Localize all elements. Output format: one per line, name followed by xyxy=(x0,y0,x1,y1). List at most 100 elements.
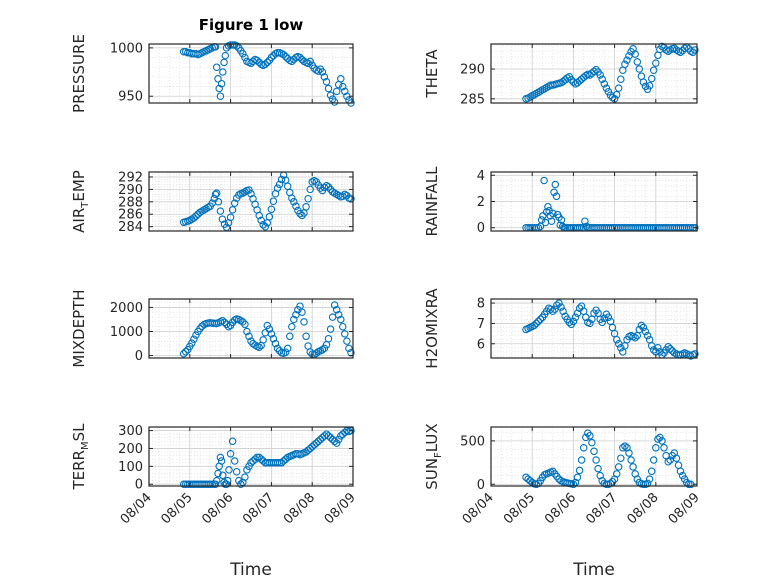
data-point xyxy=(320,344,329,353)
y-tick-label: 200 xyxy=(118,442,143,457)
data-point xyxy=(592,65,600,74)
data-point xyxy=(330,98,339,106)
data-point xyxy=(214,198,223,206)
data-point xyxy=(641,327,650,336)
data-point xyxy=(645,81,654,90)
data-point xyxy=(312,349,321,357)
data-point xyxy=(237,480,245,488)
data-point xyxy=(212,476,221,485)
y-axis-label: THETA xyxy=(423,49,441,99)
data-point xyxy=(594,464,602,473)
data-point xyxy=(337,75,345,83)
data-point xyxy=(216,207,225,215)
data-point xyxy=(623,56,631,64)
data-point xyxy=(220,58,228,67)
data-point xyxy=(181,347,190,356)
y-axis-label: RAINFALL xyxy=(423,166,441,237)
data-point xyxy=(625,449,633,457)
data-point xyxy=(218,215,227,223)
data-point xyxy=(241,320,249,329)
data-point xyxy=(214,75,222,83)
data-point xyxy=(619,444,627,452)
data-point xyxy=(614,463,623,471)
x-tick-label: 08/04 xyxy=(118,490,155,527)
y-tick-label: 290 xyxy=(460,63,485,78)
x-tick-label: 08/08 xyxy=(625,490,662,527)
data-point xyxy=(235,476,243,485)
data-point xyxy=(241,53,249,62)
y-tick-label: 1000 xyxy=(110,41,143,56)
data-point xyxy=(277,175,286,184)
data-point xyxy=(263,58,272,67)
data-point xyxy=(322,77,331,86)
data-point xyxy=(281,52,290,61)
subplot-mixdepth: 0 1000 2000 MIXDEPTH xyxy=(70,289,355,368)
data-point xyxy=(269,334,278,343)
data-point xyxy=(304,194,312,203)
data-point xyxy=(600,80,609,88)
data-point xyxy=(288,57,296,66)
data-point xyxy=(672,454,681,462)
series-pressure xyxy=(179,41,355,107)
plot-area xyxy=(149,299,353,358)
data-point xyxy=(649,456,658,464)
data-point xyxy=(334,310,343,319)
series-mixdepth xyxy=(179,301,355,359)
plot-area xyxy=(491,427,697,486)
data-point xyxy=(612,470,621,478)
data-point xyxy=(314,67,323,75)
data-point xyxy=(290,198,298,206)
axes-box xyxy=(148,426,354,487)
data-point xyxy=(552,192,561,201)
y-tick-label: 292 xyxy=(118,170,143,185)
data-point xyxy=(614,84,623,92)
data-point xyxy=(221,51,230,60)
data-point xyxy=(228,41,237,49)
x-tick-label: 08/07 xyxy=(240,490,277,527)
data-point xyxy=(600,314,609,323)
series-h2omixra xyxy=(522,299,699,360)
data-point xyxy=(192,212,200,220)
y-axis-label: TERRMSL xyxy=(70,423,91,491)
data-point xyxy=(676,48,685,57)
data-point xyxy=(247,189,255,198)
subplot-h2omixra: 6 7 8 H2OMIXRA xyxy=(423,288,699,369)
data-point xyxy=(281,348,290,356)
data-point xyxy=(225,466,233,474)
data-point xyxy=(261,60,270,69)
data-point xyxy=(547,217,556,225)
data-point xyxy=(226,213,235,222)
data-point xyxy=(617,75,625,83)
data-point xyxy=(232,42,241,50)
data-point xyxy=(588,438,596,447)
x-tick-label: 08/04 xyxy=(460,490,497,527)
data-point xyxy=(273,344,282,353)
data-point xyxy=(577,456,586,464)
data-point xyxy=(604,87,613,96)
data-point xyxy=(212,189,221,197)
data-point xyxy=(621,442,629,450)
data-point xyxy=(230,199,239,207)
data-point xyxy=(341,87,349,96)
data-point xyxy=(235,191,243,199)
data-point xyxy=(290,315,298,324)
data-point xyxy=(586,319,594,328)
data-point xyxy=(631,50,639,58)
data-point xyxy=(196,324,204,333)
data-point xyxy=(652,59,660,67)
data-point xyxy=(664,343,672,351)
subplot-pressure: 950 1000 PRESSURE xyxy=(70,34,355,113)
data-point xyxy=(326,91,335,100)
data-point xyxy=(267,205,276,214)
y-axis-label: MIXDEPTH xyxy=(70,289,88,367)
data-point xyxy=(223,476,232,485)
data-point xyxy=(612,335,621,344)
data-point xyxy=(239,49,247,58)
data-point xyxy=(689,48,697,57)
data-point xyxy=(253,56,261,65)
data-point xyxy=(269,197,278,205)
data-point xyxy=(654,344,662,352)
data-point xyxy=(627,456,635,464)
y-tick-label: 300 xyxy=(118,424,143,439)
